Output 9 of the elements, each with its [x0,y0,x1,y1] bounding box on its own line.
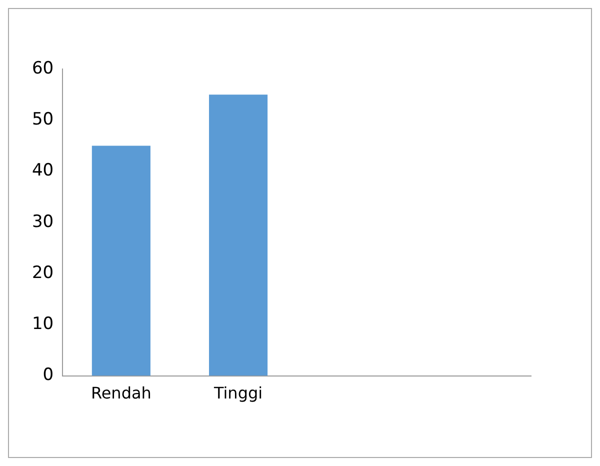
y-tick-label: 10 [32,314,54,334]
y-tick-label: 20 [32,262,54,283]
y-tick-label: 0 [42,365,54,386]
y-tick-label: 50 [32,110,54,130]
x-tick-label: Rendah [90,384,152,403]
y-tick-label: 60 [32,58,54,78]
y-tick-label: 40 [32,160,54,181]
x-tick-label: Tinggi [212,384,263,403]
y-tick-label: 30 [32,212,54,232]
